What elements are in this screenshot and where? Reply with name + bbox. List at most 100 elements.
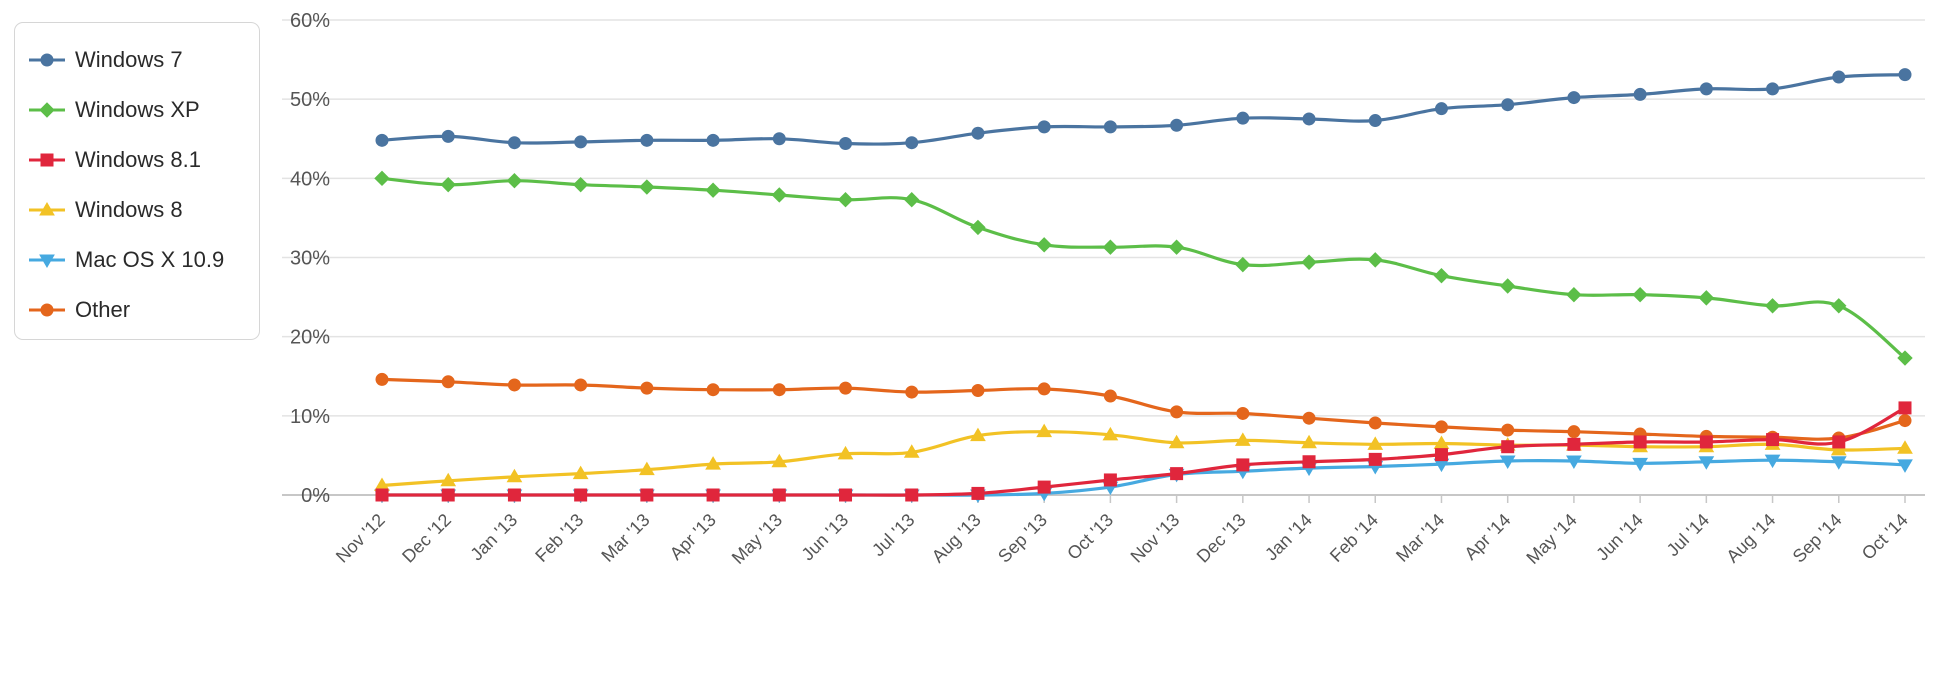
legend-swatch [29, 254, 65, 268]
data-point [1036, 237, 1052, 253]
data-point [1302, 411, 1316, 425]
data-point [441, 129, 455, 143]
x-tick-label: Dec '12 [398, 510, 455, 567]
data-point [772, 132, 786, 146]
data-point [574, 135, 588, 149]
data-point [1170, 405, 1184, 419]
data-point [1170, 467, 1184, 481]
data-point [905, 488, 919, 502]
data-point [1699, 82, 1713, 96]
x-tick-label: Sep '14 [1789, 510, 1846, 567]
data-point [905, 136, 919, 150]
data-point [705, 456, 721, 470]
data-point [1764, 298, 1781, 314]
data-point [1897, 459, 1913, 473]
data-point [705, 182, 721, 198]
legend-item-mac-os-x-10-9[interactable]: Mac OS X 10.9 [15, 235, 259, 285]
x-tick-label: Jan '13 [466, 510, 521, 565]
data-point [970, 219, 986, 236]
grid-lines [282, 19, 1925, 496]
data-point [1302, 112, 1316, 126]
x-tick-label: May '14 [1522, 510, 1580, 568]
legend-item-windows-8-1[interactable]: Windows 8.1 [15, 135, 259, 185]
data-point [1368, 452, 1382, 466]
x-tick-label: Mar '13 [598, 510, 654, 566]
x-tick-label: Oct '14 [1858, 510, 1912, 564]
data-point [837, 445, 854, 460]
legend-swatch [29, 202, 65, 216]
x-tick-label: Apr '13 [666, 510, 720, 564]
data-point [440, 472, 457, 487]
data-point [1433, 268, 1450, 284]
data-point [1236, 458, 1250, 472]
y-tick-label: 10% [290, 406, 330, 428]
data-point [837, 192, 854, 208]
data-point [506, 173, 523, 189]
data-point [706, 383, 720, 397]
data-point [640, 488, 654, 502]
series-line [380, 377, 1907, 441]
data-point [1368, 416, 1382, 430]
data-point [1368, 114, 1382, 128]
y-axis: 0% 10% 20% 30% 40% 50% 60% [290, 10, 330, 507]
data-point [440, 176, 456, 193]
series-line [380, 176, 1907, 360]
data-point [1103, 120, 1117, 134]
series-line [380, 73, 1907, 146]
data-point [971, 126, 985, 140]
data-point [1037, 120, 1051, 134]
data-point [1698, 290, 1715, 306]
data-point [1103, 473, 1117, 487]
x-tick-label: Jul '13 [868, 510, 919, 561]
data-point [1764, 454, 1781, 469]
data-point [706, 488, 720, 502]
legend-item-windows-7[interactable]: Windows 7 [15, 35, 259, 85]
legend-item-windows-8[interactable]: Windows 8 [15, 185, 259, 235]
data-point [1832, 70, 1846, 84]
x-tick-label: Feb '13 [531, 510, 587, 566]
x-tick-label: Jul '14 [1663, 510, 1714, 561]
data-point [1699, 435, 1713, 449]
data-point [970, 427, 986, 442]
series-group [374, 68, 1913, 503]
legend-item-windows-xp[interactable]: Windows XP [15, 85, 259, 135]
data-point [1301, 434, 1317, 449]
data-point [839, 488, 853, 502]
x-tick-label: Aug '13 [928, 510, 985, 567]
data-point [1501, 440, 1515, 454]
x-tick-label: Oct '13 [1063, 510, 1117, 564]
data-point [640, 381, 654, 395]
data-point [375, 133, 389, 147]
legend-item-other[interactable]: Other [15, 285, 259, 335]
data-point [1037, 382, 1051, 396]
data-point [507, 136, 521, 150]
y-tick-label: 30% [290, 248, 330, 270]
data-point [1898, 68, 1912, 82]
legend-label: Mac OS X 10.9 [75, 247, 225, 272]
data-point [375, 372, 389, 386]
data-point [1766, 82, 1780, 96]
data-point [839, 137, 853, 150]
data-point [1170, 118, 1184, 132]
series-windows-xp [374, 170, 1913, 366]
data-point [706, 133, 720, 147]
data-point [507, 488, 521, 502]
data-point [1102, 239, 1119, 255]
data-point [441, 375, 455, 389]
x-tick-label: Nov '12 [332, 510, 389, 567]
data-point [640, 133, 654, 147]
legend-swatch [29, 303, 65, 317]
data-point [1236, 406, 1250, 420]
data-point [1434, 448, 1448, 462]
data-point [1832, 435, 1846, 449]
data-point [1302, 455, 1316, 469]
legend-marker [39, 102, 55, 118]
data-point [1632, 287, 1648, 303]
data-point [1103, 389, 1117, 403]
legend-label: Windows 8 [75, 197, 183, 222]
data-point [1766, 433, 1780, 447]
data-point [839, 381, 853, 395]
y-tick-label: 50% [290, 89, 330, 111]
x-tick-label: Mar '14 [1392, 510, 1448, 566]
